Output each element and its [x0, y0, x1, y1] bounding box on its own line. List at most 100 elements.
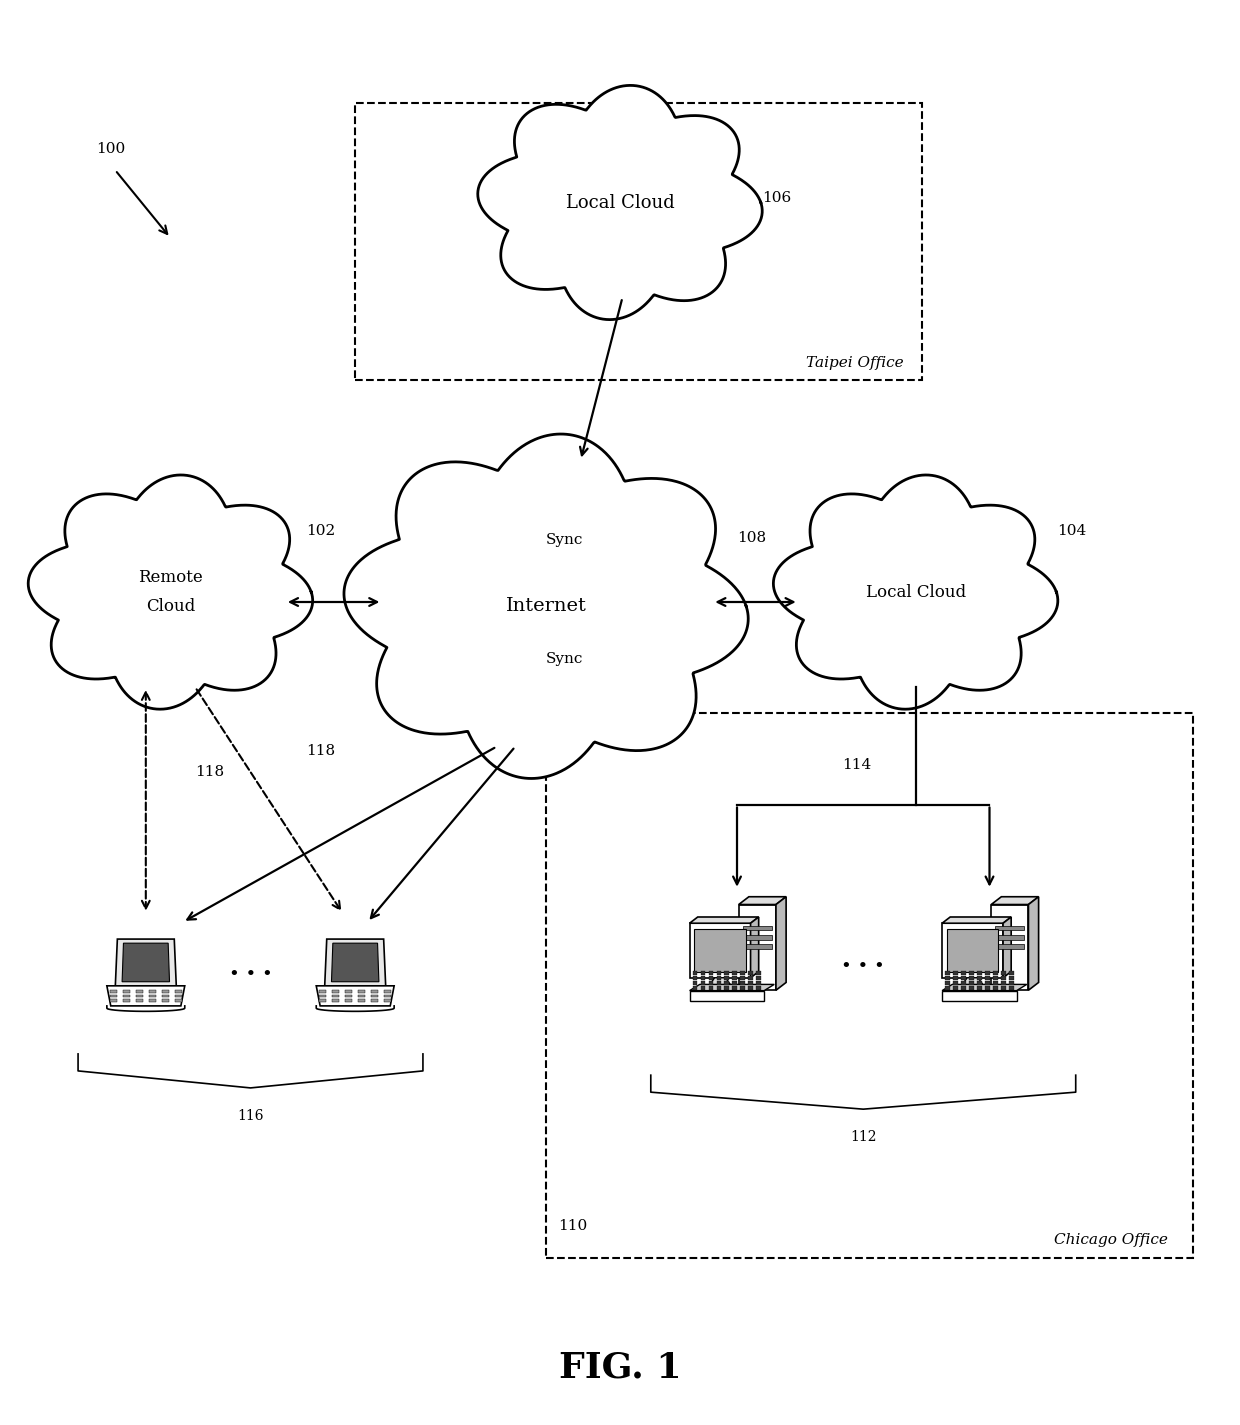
FancyBboxPatch shape: [756, 980, 761, 985]
FancyBboxPatch shape: [968, 970, 973, 975]
FancyBboxPatch shape: [961, 970, 966, 975]
FancyBboxPatch shape: [740, 980, 745, 985]
FancyBboxPatch shape: [996, 945, 1024, 949]
FancyBboxPatch shape: [740, 986, 745, 990]
Text: 100: 100: [97, 142, 125, 155]
FancyBboxPatch shape: [740, 976, 745, 980]
Text: 114: 114: [842, 758, 870, 772]
Polygon shape: [991, 896, 1039, 905]
FancyBboxPatch shape: [135, 990, 143, 993]
FancyBboxPatch shape: [733, 980, 737, 985]
FancyBboxPatch shape: [689, 990, 764, 1002]
Text: Internet: Internet: [506, 597, 587, 616]
Text: Cloud: Cloud: [146, 598, 195, 616]
FancyBboxPatch shape: [977, 976, 982, 980]
Polygon shape: [708, 978, 733, 988]
FancyBboxPatch shape: [701, 976, 706, 980]
FancyBboxPatch shape: [708, 986, 713, 990]
FancyBboxPatch shape: [1001, 980, 1006, 985]
FancyBboxPatch shape: [319, 999, 326, 1002]
FancyBboxPatch shape: [701, 980, 706, 985]
FancyBboxPatch shape: [1009, 970, 1013, 975]
Polygon shape: [942, 985, 1027, 990]
Polygon shape: [689, 918, 759, 923]
FancyBboxPatch shape: [724, 980, 729, 985]
FancyBboxPatch shape: [384, 990, 392, 993]
Text: Local Cloud: Local Cloud: [565, 194, 675, 211]
FancyBboxPatch shape: [977, 986, 982, 990]
FancyBboxPatch shape: [693, 976, 697, 980]
FancyBboxPatch shape: [743, 935, 771, 939]
FancyBboxPatch shape: [733, 986, 737, 990]
FancyBboxPatch shape: [694, 929, 745, 972]
Text: Remote: Remote: [138, 569, 203, 586]
FancyBboxPatch shape: [954, 980, 957, 985]
Polygon shape: [122, 943, 170, 982]
FancyBboxPatch shape: [996, 935, 1024, 939]
FancyBboxPatch shape: [358, 995, 366, 998]
FancyBboxPatch shape: [749, 976, 753, 980]
FancyBboxPatch shape: [332, 995, 339, 998]
FancyBboxPatch shape: [1001, 976, 1006, 980]
Polygon shape: [774, 475, 1058, 710]
FancyBboxPatch shape: [693, 970, 697, 975]
FancyBboxPatch shape: [319, 990, 326, 993]
FancyBboxPatch shape: [961, 976, 966, 980]
FancyBboxPatch shape: [109, 990, 117, 993]
FancyBboxPatch shape: [135, 995, 143, 998]
FancyBboxPatch shape: [693, 980, 697, 985]
Text: • • •: • • •: [842, 959, 885, 976]
FancyBboxPatch shape: [954, 976, 957, 980]
FancyBboxPatch shape: [1009, 976, 1013, 980]
Polygon shape: [316, 986, 394, 1006]
Text: Chicago Office: Chicago Office: [1054, 1233, 1168, 1247]
Polygon shape: [477, 86, 763, 319]
Polygon shape: [343, 435, 748, 778]
FancyBboxPatch shape: [749, 980, 753, 985]
FancyBboxPatch shape: [175, 995, 182, 998]
FancyBboxPatch shape: [371, 999, 378, 1002]
FancyBboxPatch shape: [942, 923, 1003, 978]
FancyBboxPatch shape: [717, 976, 722, 980]
FancyBboxPatch shape: [149, 999, 156, 1002]
Text: 102: 102: [306, 524, 335, 539]
FancyBboxPatch shape: [149, 990, 156, 993]
Text: Sync: Sync: [546, 533, 583, 547]
FancyBboxPatch shape: [991, 905, 1028, 990]
Polygon shape: [115, 939, 176, 986]
FancyBboxPatch shape: [371, 995, 378, 998]
Text: 116: 116: [237, 1109, 264, 1123]
Text: Sync: Sync: [546, 651, 583, 665]
FancyBboxPatch shape: [977, 970, 982, 975]
Text: 112: 112: [849, 1130, 877, 1144]
FancyBboxPatch shape: [1009, 986, 1013, 990]
Polygon shape: [776, 896, 786, 990]
FancyBboxPatch shape: [701, 986, 706, 990]
FancyBboxPatch shape: [739, 905, 776, 990]
FancyBboxPatch shape: [996, 926, 1024, 931]
FancyBboxPatch shape: [109, 999, 117, 1002]
FancyBboxPatch shape: [756, 976, 761, 980]
Polygon shape: [1003, 918, 1011, 978]
FancyBboxPatch shape: [109, 995, 117, 998]
Text: 118: 118: [306, 744, 335, 758]
FancyBboxPatch shape: [693, 986, 697, 990]
FancyBboxPatch shape: [371, 990, 378, 993]
FancyBboxPatch shape: [724, 986, 729, 990]
FancyBboxPatch shape: [358, 999, 366, 1002]
FancyBboxPatch shape: [947, 929, 998, 972]
FancyBboxPatch shape: [945, 976, 950, 980]
FancyBboxPatch shape: [749, 986, 753, 990]
FancyBboxPatch shape: [717, 986, 722, 990]
FancyBboxPatch shape: [985, 976, 990, 980]
Text: • • •: • • •: [228, 966, 273, 983]
FancyBboxPatch shape: [724, 976, 729, 980]
FancyBboxPatch shape: [1001, 970, 1006, 975]
FancyBboxPatch shape: [954, 986, 957, 990]
Polygon shape: [1028, 896, 1039, 990]
FancyBboxPatch shape: [689, 923, 750, 978]
Text: 118: 118: [195, 765, 224, 779]
FancyBboxPatch shape: [319, 995, 326, 998]
FancyBboxPatch shape: [175, 999, 182, 1002]
Polygon shape: [107, 986, 185, 1006]
